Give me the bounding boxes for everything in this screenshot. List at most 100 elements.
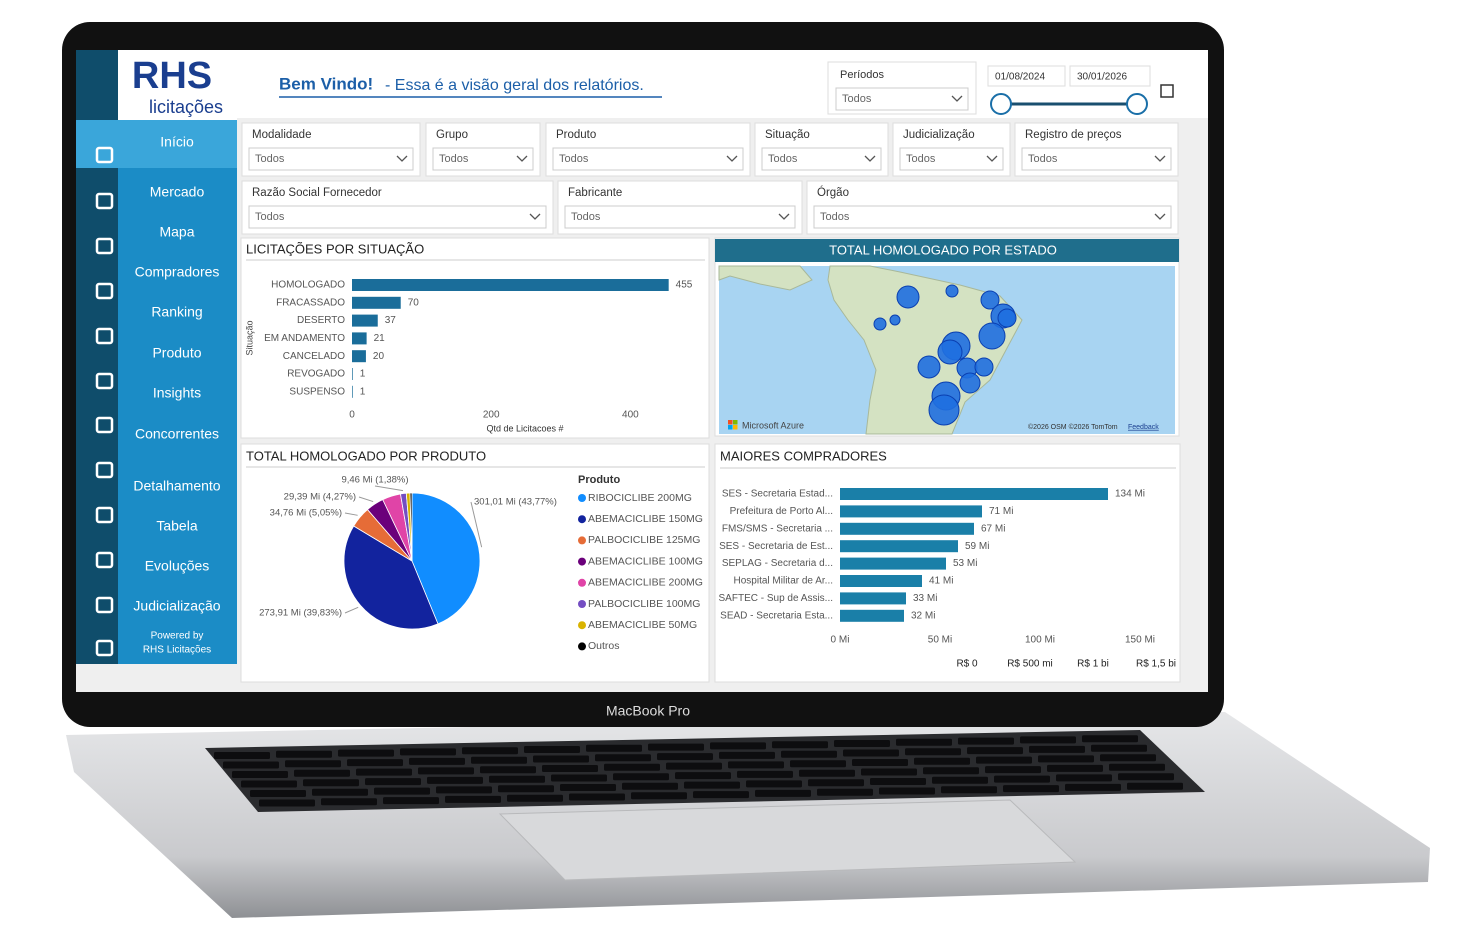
nav-item[interactable]: Ranking bbox=[151, 304, 202, 320]
key bbox=[1056, 774, 1112, 782]
legend-label[interactable]: ABEMACICLIBE 200MG bbox=[588, 577, 703, 589]
category-label: SAFTEC - Sup de Assis... bbox=[719, 593, 833, 604]
x-tick-label: 50 Mi bbox=[928, 635, 952, 646]
nav-bg bbox=[118, 120, 237, 664]
dropdown-value: Todos bbox=[255, 153, 285, 165]
key bbox=[427, 776, 483, 784]
nav-item[interactable]: Insights bbox=[153, 385, 201, 401]
map-feedback[interactable]: Feedback bbox=[1128, 424, 1159, 431]
legend-dot[interactable] bbox=[578, 515, 586, 524]
nav-icon bbox=[95, 416, 114, 434]
nav-item[interactable]: Tabela bbox=[156, 518, 197, 534]
map-bubble bbox=[889, 314, 901, 326]
key bbox=[817, 788, 873, 796]
key bbox=[976, 756, 1032, 764]
map-bubble bbox=[917, 355, 941, 379]
x-tick-label: 200 bbox=[483, 410, 500, 421]
range-tick-label[interactable]: R$ 0 bbox=[956, 659, 978, 670]
nav-item[interactable]: Início bbox=[160, 134, 194, 150]
bar bbox=[840, 575, 922, 587]
chevron bbox=[516, 155, 528, 162]
dropdown[interactable] bbox=[899, 147, 1004, 171]
nav-item[interactable]: Mercado bbox=[150, 184, 205, 200]
dropdown[interactable] bbox=[248, 147, 414, 171]
key bbox=[958, 737, 1014, 745]
screen: RHS licitações Bem Vindo! - Essa é a vis… bbox=[76, 50, 1208, 692]
legend-dot[interactable] bbox=[578, 578, 586, 587]
nav-icon bbox=[95, 639, 114, 657]
slider-handle[interactable] bbox=[1126, 93, 1148, 115]
legend-dot[interactable] bbox=[578, 494, 586, 502]
map-bubble bbox=[980, 290, 1000, 310]
legend-dot[interactable] bbox=[578, 621, 586, 630]
nav-item[interactable]: Compradores bbox=[135, 264, 220, 280]
panel bbox=[240, 237, 710, 439]
value-label: 33 Mi bbox=[913, 593, 937, 604]
dropdown[interactable] bbox=[564, 205, 796, 229]
legend-label[interactable]: ABEMACICLIBE 100MG bbox=[588, 555, 703, 567]
nav-item[interactable]: Evoluções bbox=[145, 558, 210, 574]
legend-dot[interactable] bbox=[578, 557, 586, 566]
dropdown-value: Todos bbox=[768, 153, 798, 165]
dropdown[interactable] bbox=[248, 205, 547, 229]
key bbox=[870, 778, 926, 785]
leader-line bbox=[374, 485, 404, 492]
dropdown[interactable] bbox=[552, 147, 744, 171]
device-label: MacBook Pro bbox=[606, 703, 690, 719]
category-label: SUSPENSO bbox=[289, 386, 345, 397]
dropdown[interactable] bbox=[432, 147, 534, 171]
category-label: Hospital Militar de Ar... bbox=[734, 576, 833, 587]
legend-label[interactable]: Outros bbox=[588, 640, 620, 652]
slider-handle[interactable] bbox=[990, 93, 1012, 115]
legend-dot[interactable] bbox=[578, 600, 586, 608]
nav-item[interactable]: Concorrentes bbox=[135, 426, 219, 442]
chevron bbox=[951, 95, 963, 102]
dropdown-value: Todos bbox=[842, 93, 872, 105]
nav-item[interactable]: Mapa bbox=[159, 224, 194, 240]
key bbox=[374, 787, 430, 795]
nav-item[interactable]: Produto bbox=[152, 345, 201, 361]
nav-icon bbox=[95, 237, 114, 255]
bar bbox=[352, 385, 353, 398]
dropdown-value: Todos bbox=[571, 211, 601, 223]
dropdown[interactable] bbox=[835, 87, 969, 111]
legend-label[interactable]: RIBOCICLIBE 200MG bbox=[588, 492, 692, 504]
legend-label[interactable]: ABEMACICLIBE 50MG bbox=[588, 619, 697, 631]
legend-label[interactable]: PALBOCICLIBE 100MG bbox=[588, 598, 700, 610]
dropdown[interactable] bbox=[1021, 147, 1172, 171]
x-tick-label: 400 bbox=[622, 410, 639, 421]
key bbox=[303, 779, 359, 787]
nav-item[interactable]: Detalhamento bbox=[133, 478, 220, 494]
key bbox=[790, 760, 846, 768]
range-tick-label[interactable]: R$ 1,5 bi bbox=[1136, 659, 1176, 670]
value-label: 53 Mi bbox=[953, 558, 977, 569]
x-tick-label: 0 Mi bbox=[831, 635, 850, 646]
legend-label[interactable]: ABEMACICLIBE 150MG bbox=[588, 513, 703, 525]
legend-label[interactable]: PALBOCICLIBE 125MG bbox=[588, 534, 700, 546]
range-tick-label[interactable]: R$ 500 mi bbox=[1007, 659, 1053, 670]
category-label: CANCELADO bbox=[283, 351, 345, 362]
leader-line bbox=[344, 512, 358, 516]
dropdown[interactable] bbox=[761, 147, 882, 171]
x-tick-label: 150 Mi bbox=[1125, 635, 1155, 646]
calendar-icon[interactable] bbox=[1160, 84, 1174, 98]
range-tick-label[interactable]: R$ 1 bi bbox=[1077, 659, 1109, 670]
legend-dot[interactable] bbox=[578, 642, 586, 651]
nav-item[interactable]: Judicialização bbox=[133, 598, 220, 614]
key bbox=[409, 757, 465, 765]
dropdown[interactable] bbox=[813, 205, 1172, 229]
key bbox=[914, 757, 970, 765]
panel bbox=[714, 443, 1181, 683]
x-axis-label: Qtd de Licitacoes # bbox=[486, 423, 563, 433]
nav-icon bbox=[95, 551, 114, 569]
value-label: 37 bbox=[385, 315, 397, 326]
date-box[interactable] bbox=[1069, 65, 1151, 87]
legend-dot[interactable] bbox=[578, 536, 586, 545]
key bbox=[569, 793, 625, 801]
category-label: SEPLAG - Secretaria d... bbox=[722, 558, 833, 569]
map-bubble bbox=[896, 285, 920, 309]
key bbox=[498, 785, 554, 793]
date-box[interactable] bbox=[987, 65, 1066, 87]
key bbox=[462, 747, 518, 755]
ms-logo bbox=[728, 420, 733, 425]
